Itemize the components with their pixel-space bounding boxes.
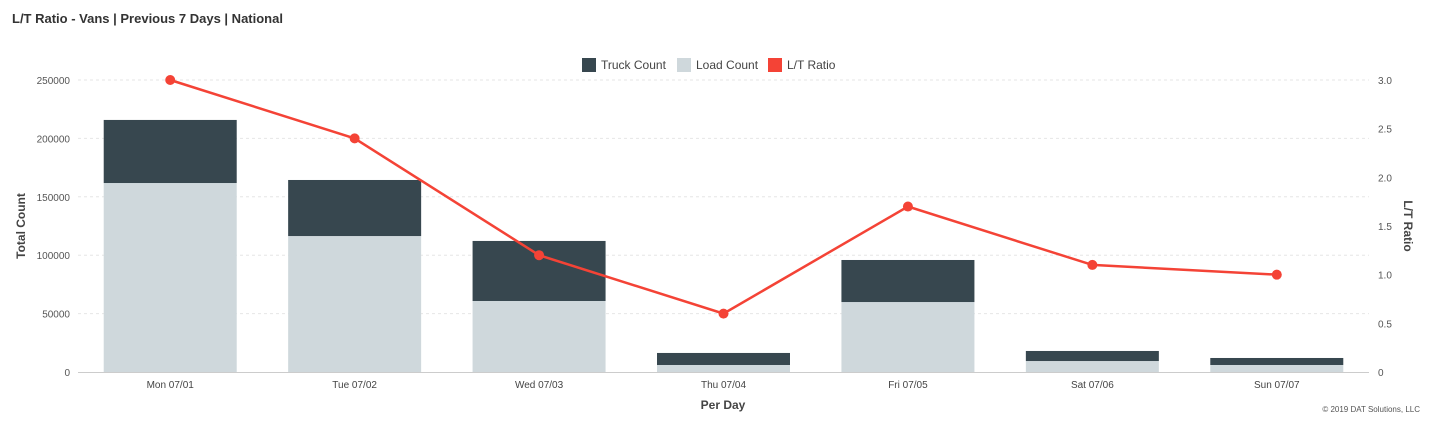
x-axis-title: Per Day	[701, 398, 746, 412]
y-axis-title: Total Count	[14, 193, 28, 259]
ratio-point	[165, 75, 176, 85]
y2-tick-label: 0	[1378, 368, 1384, 379]
legend-label: L/T Ratio	[787, 58, 836, 72]
x-tick-label: Thu 07/04	[701, 380, 746, 391]
x-tick-label: Mon 07/01	[147, 380, 195, 391]
x-tick-label: Sat 07/06	[1071, 380, 1114, 391]
bar-load-count	[288, 236, 422, 372]
y2-tick-label: 3.0	[1378, 76, 1392, 87]
bar-load-count	[841, 302, 975, 372]
ratio-point	[349, 133, 360, 144]
x-tick-label: Fri 07/05	[888, 380, 928, 391]
y-tick-label: 0	[64, 368, 70, 379]
ratio-point	[1087, 259, 1098, 270]
y2-tick-label: 2.5	[1378, 125, 1392, 136]
legend-swatch	[768, 58, 782, 72]
y-tick-label: 50000	[42, 310, 70, 321]
bar-truck-count	[841, 259, 975, 303]
bar-load-count	[657, 364, 790, 372]
chart-title: L/T Ratio - Vans | Previous 7 Days | Nat…	[12, 11, 283, 26]
legend-label: Truck Count	[601, 58, 667, 72]
ratio-point	[902, 201, 913, 212]
y2-tick-label: 1.0	[1378, 271, 1392, 282]
ratio-point	[1271, 269, 1282, 280]
bar-load-count	[472, 300, 606, 372]
bar-truck-count	[657, 352, 790, 365]
bar-truck-count	[1025, 350, 1159, 362]
x-tick-label: Tue 07/02	[332, 380, 377, 391]
y2-tick-label: 1.5	[1378, 222, 1392, 233]
legend-label: Load Count	[696, 58, 759, 72]
bar-truck-count	[103, 119, 237, 184]
x-tick-label: Sun 07/07	[1254, 380, 1300, 391]
bar-truck-count	[1210, 357, 1344, 365]
bar-load-count	[1210, 364, 1344, 372]
copyright: © 2019 DAT Solutions, LLC	[1322, 405, 1420, 414]
legend-swatch	[677, 58, 691, 72]
bar-truck-count	[288, 179, 422, 237]
y2-tick-label: 2.0	[1378, 173, 1392, 184]
y-tick-label: 100000	[37, 251, 71, 262]
legend-swatch	[582, 58, 596, 72]
y-tick-label: 200000	[37, 134, 71, 145]
ratio-point	[718, 308, 729, 319]
ratio-point	[534, 250, 545, 261]
x-tick-label: Wed 07/03	[515, 380, 564, 391]
bar-load-count	[1025, 361, 1159, 372]
y2-axis-title: L/T Ratio	[1401, 200, 1415, 251]
bar-load-count	[103, 183, 237, 372]
y-tick-label: 250000	[37, 76, 71, 87]
y-tick-label: 150000	[37, 193, 71, 204]
y2-tick-label: 0.5	[1378, 319, 1392, 330]
